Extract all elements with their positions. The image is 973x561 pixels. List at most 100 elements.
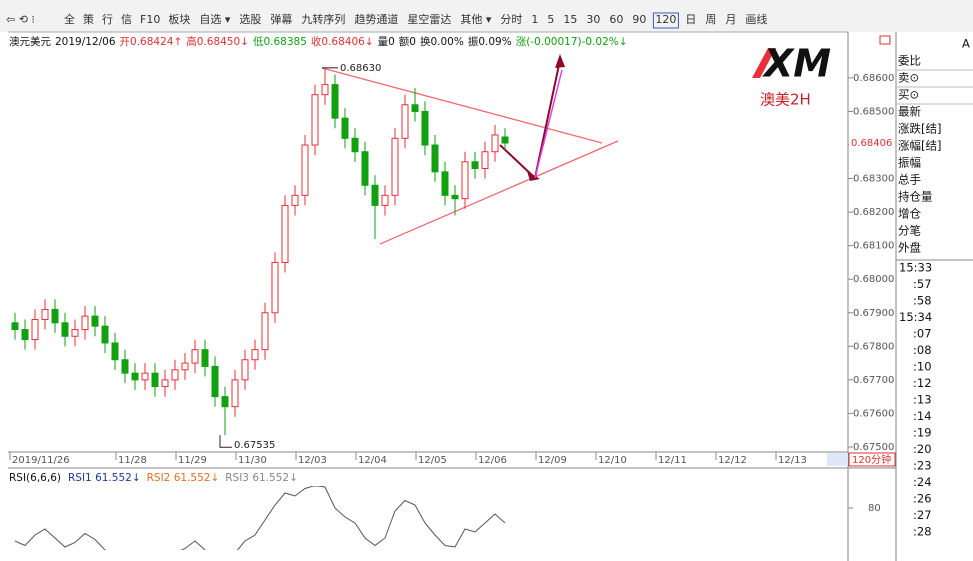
candle-body <box>401 104 409 139</box>
candle-body <box>91 315 99 327</box>
rsi-legend: RSI3 61.552↓ <box>225 472 298 484</box>
toolbar-item[interactable]: 15 <box>563 13 577 26</box>
candle-body <box>41 308 49 320</box>
candle-body <box>131 372 139 381</box>
x-tick-label: 12/05 <box>418 455 447 466</box>
period-box <box>848 452 896 467</box>
panel-row: 卖⊙ <box>898 71 919 85</box>
y-tick-label: 0.68000 <box>853 274 894 285</box>
candle-body <box>161 379 169 388</box>
candle-body <box>261 312 269 351</box>
info-item: 额0 <box>399 35 416 48</box>
y-tick-label: 0.67700 <box>853 375 894 386</box>
candle-body <box>141 372 149 381</box>
toolbar-item[interactable]: 信 <box>121 13 132 26</box>
y-tick-label: 0.68600 <box>853 73 894 84</box>
toolbar-item[interactable]: 行 <box>102 13 113 26</box>
panel-toggle[interactable] <box>879 35 891 45</box>
candle-body <box>421 110 429 146</box>
info-item: 换0.00% <box>420 35 464 48</box>
candle-body <box>81 315 89 331</box>
x-tick-label: 12/12 <box>718 455 747 466</box>
panel-row: 分笔 <box>898 224 921 238</box>
annotation-label: 0.68630 <box>340 63 381 74</box>
candle-body <box>31 318 39 341</box>
info-item: 收0.68406↓ <box>311 35 374 48</box>
toolbar-item[interactable]: F10 <box>140 13 160 26</box>
period-box <box>827 453 848 466</box>
toolbar-item[interactable]: 月 <box>725 13 736 26</box>
time-row: :57 <box>913 277 932 291</box>
rsi-legend: RSI2 61.552↓ <box>147 472 220 484</box>
annotation-label: 0.67535 <box>234 440 275 451</box>
toolbar-item[interactable]: 1 <box>531 13 538 26</box>
time-row: 15:33 <box>899 261 932 275</box>
candle-body <box>501 136 509 144</box>
arrow <box>499 59 561 180</box>
toolbar-item[interactable]: 120 <box>655 13 676 26</box>
candle-body <box>331 84 339 119</box>
time-row: :08 <box>913 343 932 357</box>
candle-body <box>371 184 379 206</box>
panel-row: 持仓量 <box>898 190 933 204</box>
toolbar-item[interactable]: 画线 <box>745 12 767 26</box>
toolbar-item[interactable]: 日 <box>685 13 696 26</box>
toolbar-item[interactable]: 全 <box>64 12 75 26</box>
logo-mark <box>752 48 776 78</box>
nav-icons[interactable]: ⇦ ⟲ ⁝ <box>6 13 35 26</box>
rsi-tick-label: 80 <box>868 503 881 514</box>
toolbar-item[interactable]: 90 <box>632 13 646 26</box>
info-item: 涨(-0.00017)-0.02%↓ <box>516 36 628 48</box>
time-row: :13 <box>913 393 932 407</box>
logo: XM 澳美2H <box>752 42 831 109</box>
toolbar-item[interactable]: 分时 <box>500 13 522 26</box>
candle-body <box>11 322 19 331</box>
toolbar-item[interactable]: 其他 ▾ <box>460 13 491 26</box>
toolbar-item[interactable]: 5 <box>547 13 554 26</box>
toolbar-item[interactable]: 60 <box>609 13 623 26</box>
time-row: :58 <box>913 294 932 308</box>
info-item: 开0.68424↑ <box>120 36 183 48</box>
time-row: :28 <box>913 525 932 539</box>
arrow-head <box>555 54 565 68</box>
toolbar-item[interactable]: 趋势通道 <box>354 12 398 26</box>
panel-row: 委比 <box>898 54 921 68</box>
time-row: :12 <box>913 376 932 390</box>
toolbar-item[interactable]: 周 <box>705 13 716 26</box>
y-tick-label: 0.67800 <box>853 341 894 352</box>
toolbar-item[interactable]: 选股 <box>239 13 261 26</box>
time-row: :26 <box>913 492 932 506</box>
candle-body <box>321 84 329 96</box>
candle-body <box>281 204 289 263</box>
toolbar-item[interactable]: 30 <box>586 13 600 26</box>
candle-body <box>241 359 249 381</box>
candle-body <box>471 161 479 169</box>
candle-body <box>251 349 259 361</box>
trend-line <box>321 67 603 144</box>
candle-body <box>391 137 399 196</box>
time-row: :14 <box>913 409 932 423</box>
candle-body <box>301 144 309 196</box>
toolbar-item[interactable]: 九转序列 <box>301 12 345 26</box>
candle-body <box>381 194 389 206</box>
panel-row: 总手 <box>898 173 921 187</box>
toolbar-item[interactable]: 板块 <box>168 12 190 26</box>
toolbar-item[interactable]: 策 <box>83 12 94 26</box>
toolbar-item[interactable]: 星空雷达 <box>407 12 451 26</box>
candle-body <box>461 161 469 200</box>
panel-row: 涨幅[结] <box>898 139 941 153</box>
candle-body <box>71 329 79 337</box>
time-row: :24 <box>913 475 932 489</box>
candle-body <box>21 329 29 341</box>
candle-body <box>151 372 159 388</box>
candle-body <box>291 194 299 206</box>
toolbar-item[interactable]: 自选 ▾ <box>199 13 230 26</box>
x-tick-label: 12/11 <box>658 455 687 466</box>
x-tick-label: 12/13 <box>778 455 807 466</box>
time-row: :07 <box>913 327 932 341</box>
toolbar-item[interactable]: 弹幕 <box>270 12 292 26</box>
candle-body <box>441 171 449 196</box>
candle-body <box>201 349 209 367</box>
